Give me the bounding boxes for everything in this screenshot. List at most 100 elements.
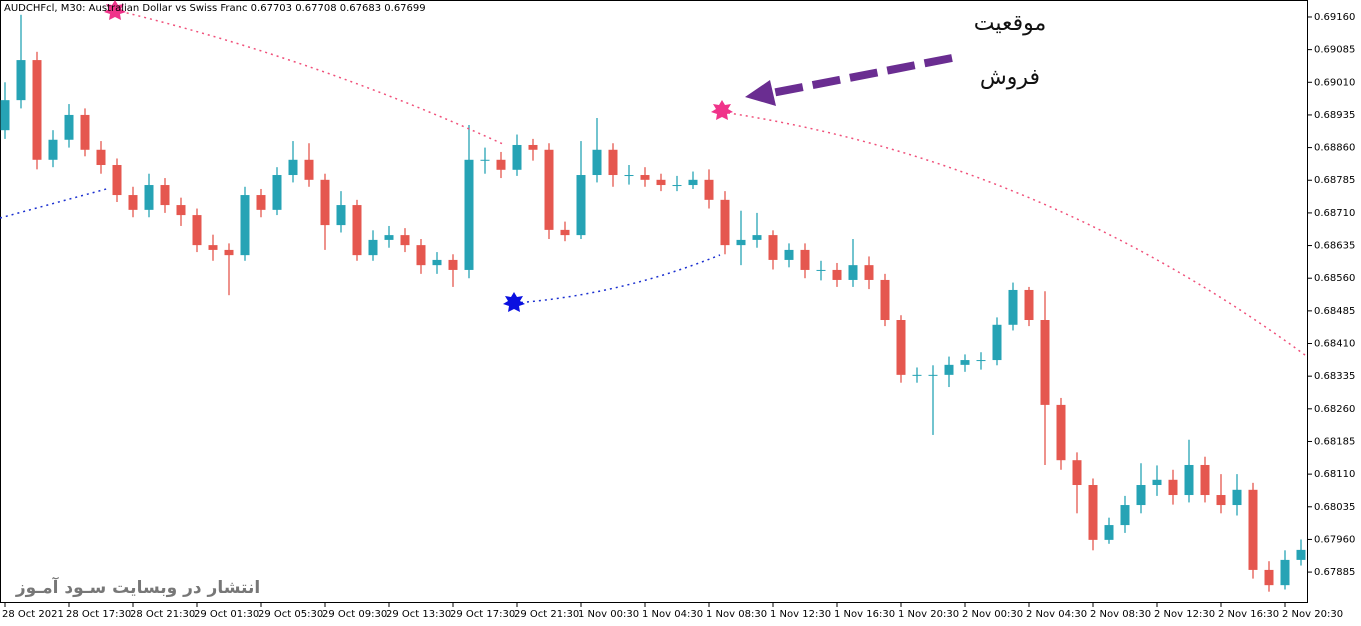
x-tick-label: 1 Nov 16:30 — [834, 609, 895, 620]
candle-body — [464, 159, 474, 270]
y-tick-label: 0.69085 — [1314, 45, 1355, 56]
candle-body — [672, 185, 682, 187]
candle-body — [160, 185, 170, 206]
x-tick-label: 2 Nov 20:30 — [1282, 609, 1343, 620]
candle-body — [928, 374, 938, 376]
candle-body — [368, 239, 378, 256]
candle-body — [1184, 464, 1194, 496]
candle-body — [528, 144, 538, 150]
x-tick-label: 29 Oct 13:30 — [386, 609, 451, 620]
x-tick-label: 2 Nov 08:30 — [1090, 609, 1151, 620]
candle-body — [736, 239, 746, 246]
watermark: انتشار در وبسایت سـود آمـوز — [15, 576, 260, 598]
candle-body — [304, 159, 314, 180]
candle-body — [224, 249, 234, 256]
candle-body — [1248, 489, 1258, 570]
candle-body — [896, 320, 906, 375]
candle-body — [416, 245, 426, 266]
candle-body — [32, 60, 42, 160]
candle-body — [1168, 479, 1178, 496]
plot-area — [0, 14, 1306, 592]
x-tick-label: 1 Nov 08:30 — [706, 609, 767, 620]
x-tick-label: 2 Nov 12:30 — [1154, 609, 1215, 620]
candle-body — [1040, 320, 1050, 405]
y-tick-label: 0.68335 — [1314, 371, 1355, 382]
candle-body — [112, 165, 122, 196]
star-marker — [104, 0, 126, 20]
candle-body — [96, 149, 106, 166]
candle-body — [48, 139, 58, 160]
star-marker — [503, 292, 525, 312]
y-tick-label: 0.68860 — [1314, 143, 1355, 154]
candle-body — [288, 159, 298, 176]
y-tick-label: 0.68635 — [1314, 241, 1355, 252]
candle-body — [432, 259, 442, 266]
candle-body — [960, 360, 970, 365]
candle-body — [752, 235, 762, 240]
candle-body — [704, 179, 714, 200]
y-tick-label: 0.67885 — [1314, 567, 1355, 578]
x-tick-label: 29 Oct 05:30 — [258, 609, 323, 620]
candle-body — [1136, 485, 1146, 506]
candle-body — [128, 195, 138, 210]
y-tick-label: 0.68560 — [1314, 273, 1355, 284]
y-tick-label: 0.68935 — [1314, 110, 1355, 121]
candle-body — [80, 114, 90, 150]
x-tick-label: 1 Nov 12:30 — [770, 609, 831, 620]
y-tick-label: 0.69160 — [1314, 12, 1355, 23]
candle-body — [1072, 460, 1082, 486]
dotted-curve — [514, 254, 721, 304]
x-tick-label: 2 Nov 00:30 — [962, 609, 1023, 620]
candle-body — [256, 195, 266, 210]
candle-body — [816, 269, 826, 271]
candle-body — [992, 324, 1002, 361]
candle-body — [624, 175, 634, 177]
candle-body — [784, 249, 794, 260]
candle-body — [912, 374, 922, 376]
candle-body — [1232, 489, 1242, 506]
candle-body — [1088, 485, 1098, 540]
candle-body — [608, 149, 618, 176]
candle-body — [720, 199, 730, 246]
candle-body — [1152, 479, 1162, 486]
y-tick-label: 0.68785 — [1314, 175, 1355, 186]
candle-body — [64, 114, 74, 140]
dotted-curve — [721, 111, 1306, 356]
x-tick-label: 29 Oct 21:30 — [514, 609, 579, 620]
x-tick-label: 2 Nov 04:30 — [1026, 609, 1087, 620]
candle-body — [1296, 549, 1306, 560]
candle-body — [272, 175, 282, 210]
x-tick-label: 29 Oct 01:30 — [194, 609, 259, 620]
arrow-head — [745, 80, 776, 106]
candle-body — [208, 245, 218, 250]
candle-body — [512, 144, 522, 170]
x-tick-label: 1 Nov 00:30 — [578, 609, 639, 620]
y-tick-label: 0.68110 — [1314, 469, 1355, 480]
y-tick-label: 0.68410 — [1314, 339, 1355, 350]
candle-body — [400, 235, 410, 246]
candle-body — [1216, 495, 1226, 506]
candle-body — [1280, 559, 1290, 586]
y-tick-label: 0.68260 — [1314, 404, 1355, 415]
candle-body — [0, 100, 10, 131]
candle-body — [1104, 525, 1114, 540]
candle-body — [496, 159, 506, 170]
x-tick-label: 1 Nov 20:30 — [898, 609, 959, 620]
candle-body — [848, 265, 858, 280]
candle-body — [656, 179, 666, 186]
candle-body — [976, 360, 986, 362]
candle-body — [880, 279, 890, 321]
candle-body — [560, 229, 570, 236]
candle-body — [352, 205, 362, 256]
x-tick-label: 28 Oct 2021 — [2, 609, 64, 620]
dotted-curve — [0, 187, 111, 219]
candle-body — [192, 215, 202, 246]
candle-body — [640, 175, 650, 180]
candle-body — [544, 149, 554, 230]
candle-body — [1056, 404, 1066, 461]
x-tick-label: 29 Oct 17:30 — [450, 609, 515, 620]
candle-body — [384, 235, 394, 240]
candle-body — [864, 265, 874, 280]
candle-body — [1120, 505, 1130, 526]
candle-body — [480, 159, 490, 161]
